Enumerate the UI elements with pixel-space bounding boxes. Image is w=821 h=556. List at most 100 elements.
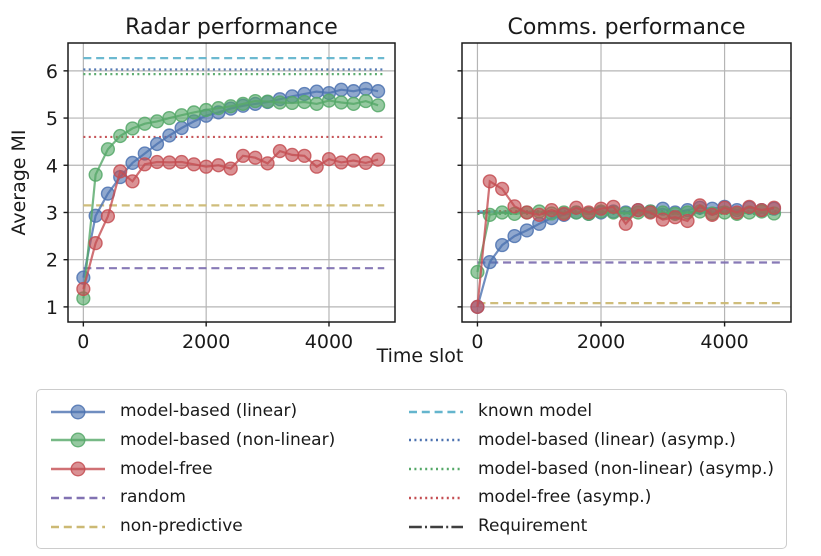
legend-swatch-dashed: [49, 517, 107, 537]
x-axis-label: Time slot: [376, 345, 464, 367]
legend-swatch-dotted: [407, 430, 465, 450]
data-point-marker: [151, 138, 164, 151]
data-point-marker: [508, 200, 521, 213]
legend-swatch-marker: [49, 459, 107, 479]
x-tick-label: 2000: [577, 331, 625, 353]
data-point-marker: [151, 156, 164, 169]
data-point-marker: [310, 97, 323, 110]
data-point-marker: [126, 175, 139, 188]
data-point-marker: [520, 206, 533, 219]
data-point-marker: [212, 159, 225, 172]
y-axis-label: Average MI: [8, 129, 30, 235]
legend-swatch-marker: [49, 430, 107, 450]
data-point-marker: [138, 117, 151, 130]
legend-swatch-marker: [71, 462, 85, 476]
data-point-marker: [249, 151, 262, 164]
x-tick-label: 4000: [700, 331, 748, 353]
data-point-marker: [347, 154, 360, 167]
data-point-marker: [520, 224, 533, 237]
legend-label: model-based (non-linear): [120, 432, 335, 449]
data-point-marker: [570, 201, 583, 214]
legend-label: random: [120, 489, 186, 506]
comms-performance-plot: 020004000: [458, 43, 792, 353]
data-point-marker: [496, 239, 509, 252]
data-point-marker: [644, 206, 657, 219]
data-point-marker: [483, 175, 496, 188]
data-point-marker: [187, 158, 200, 171]
data-point-marker: [496, 182, 509, 195]
data-point-marker: [558, 207, 571, 220]
data-point-marker: [323, 153, 336, 166]
data-point-marker: [471, 300, 484, 313]
data-point-marker: [755, 204, 768, 217]
legend-label: known model: [478, 403, 592, 420]
legend: model-based (linear) model-based (non-lin…: [36, 389, 787, 549]
legend-item-random: random: [49, 484, 407, 511]
x-tick-label: 2000: [182, 331, 230, 353]
figure: 123456020004000020004000 Radar performan…: [0, 0, 821, 556]
data-point-marker: [237, 149, 250, 162]
series-line: [477, 181, 774, 307]
data-point-marker: [261, 157, 274, 170]
legend-item-requirement: Requirement: [407, 513, 782, 540]
legend-swatch-dashed: [407, 402, 465, 422]
data-point-marker: [249, 95, 262, 108]
data-point-marker: [126, 157, 139, 170]
data-point-marker: [706, 208, 719, 221]
y-tick-label: 2: [46, 250, 58, 272]
data-point-marker: [187, 106, 200, 119]
data-point-marker: [693, 199, 706, 212]
data-point-marker: [347, 85, 360, 98]
legend-item-model-based-linear: model-based (linear): [49, 398, 407, 425]
plots-layer: 123456020004000020004000: [46, 43, 791, 353]
data-point-marker: [483, 256, 496, 269]
data-point-marker: [273, 145, 286, 158]
data-point-marker: [114, 165, 127, 178]
legend-label: model-based (linear) (asymp.): [478, 432, 736, 449]
data-point-marker: [151, 115, 164, 128]
data-point-marker: [335, 156, 348, 169]
data-point-marker: [533, 208, 546, 221]
legend-swatch-marker: [49, 402, 107, 422]
data-point-marker: [89, 237, 102, 250]
data-point-marker: [607, 200, 620, 213]
series-model-free: [77, 145, 385, 296]
data-point-marker: [656, 213, 669, 226]
data-point-marker: [77, 283, 90, 296]
comms-plot-title: Comms. performance: [507, 15, 745, 40]
data-point-marker: [323, 94, 336, 107]
y-tick-label: 1: [46, 297, 58, 319]
data-point-marker: [632, 204, 645, 217]
data-point-marker: [200, 104, 213, 117]
data-point-marker: [114, 130, 127, 143]
data-point-marker: [669, 211, 682, 224]
data-point-marker: [224, 162, 237, 175]
x-tick-label: 4000: [305, 331, 353, 353]
data-point-marker: [89, 168, 102, 181]
data-point-marker: [619, 217, 632, 230]
data-point-marker: [212, 102, 225, 115]
legend-swatch-dotted: [407, 488, 465, 508]
data-point-marker: [582, 206, 595, 219]
series-model-free: [471, 175, 780, 313]
y-tick-label: 6: [46, 61, 58, 83]
legend-column-1: model-based (linear) model-based (non-lin…: [49, 397, 407, 541]
data-point-marker: [545, 204, 558, 217]
data-point-marker: [731, 206, 744, 219]
data-point-marker: [102, 210, 115, 223]
data-point-marker: [261, 95, 274, 108]
legend-swatch-dotted: [407, 459, 465, 479]
data-point-marker: [359, 157, 372, 170]
data-point-marker: [175, 156, 188, 169]
data-point-marker: [508, 230, 521, 243]
data-point-marker: [743, 200, 756, 213]
x-tick-label: 0: [77, 331, 89, 353]
data-point-marker: [102, 143, 115, 156]
data-point-marker: [310, 160, 323, 173]
legend-column-2: known model model-based (linear) (asymp.)…: [407, 397, 782, 541]
data-point-marker: [359, 82, 372, 95]
legend-label: non-predictive: [120, 518, 243, 535]
legend-label: model-based (linear): [120, 403, 297, 420]
data-point-marker: [372, 99, 385, 112]
data-point-marker: [237, 97, 250, 110]
